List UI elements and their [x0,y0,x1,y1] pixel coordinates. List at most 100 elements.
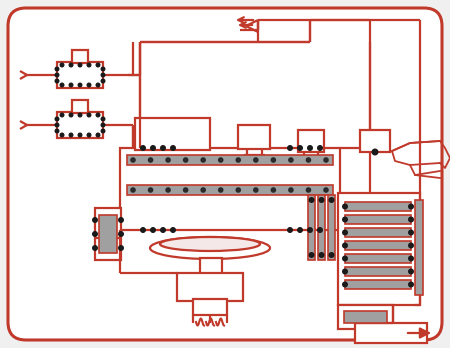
Circle shape [408,269,414,275]
Circle shape [59,133,64,137]
Circle shape [68,63,73,68]
Circle shape [95,82,100,87]
Circle shape [130,157,136,163]
Bar [57,62,103,88]
Circle shape [160,145,166,151]
Circle shape [253,157,259,163]
Circle shape [342,255,348,261]
Circle shape [118,217,124,223]
Circle shape [235,157,241,163]
Circle shape [100,79,105,84]
Circle shape [408,204,414,209]
Circle shape [68,82,73,87]
Circle shape [408,282,414,287]
Circle shape [170,145,176,151]
Bar [193,299,227,315]
Circle shape [86,112,91,118]
Bar [345,228,411,237]
Circle shape [342,282,348,287]
Bar [127,155,333,165]
Bar [355,323,427,343]
Circle shape [54,72,59,78]
Bar [345,254,411,263]
Circle shape [150,227,156,233]
Circle shape [54,79,59,84]
Bar [345,267,411,276]
Ellipse shape [150,237,270,259]
Bar [72,100,88,113]
Circle shape [150,145,156,151]
Circle shape [342,243,348,248]
Circle shape [200,187,206,193]
Bar [238,125,270,149]
Circle shape [342,216,348,222]
Bar [99,215,117,253]
Bar [344,311,387,323]
Circle shape [100,117,105,121]
Bar [72,50,88,63]
Circle shape [68,133,73,137]
Circle shape [408,255,414,261]
Circle shape [54,122,59,127]
FancyBboxPatch shape [8,8,442,340]
Circle shape [92,245,98,251]
Circle shape [59,63,64,68]
Circle shape [319,252,324,258]
Circle shape [218,187,224,193]
Circle shape [235,187,241,193]
Circle shape [95,112,100,118]
Bar [318,195,325,260]
Circle shape [86,63,91,68]
Circle shape [140,145,146,151]
Circle shape [77,112,82,118]
Circle shape [218,157,224,163]
Circle shape [183,187,189,193]
Circle shape [165,187,171,193]
Circle shape [317,227,323,233]
Circle shape [408,216,414,222]
Circle shape [288,157,294,163]
Circle shape [309,252,315,258]
Circle shape [100,66,105,71]
Circle shape [297,227,303,233]
Bar [135,118,210,150]
Circle shape [287,145,293,151]
Circle shape [100,72,105,78]
Bar [298,130,324,152]
Circle shape [59,82,64,87]
Circle shape [307,227,313,233]
Circle shape [253,187,259,193]
Bar [200,258,222,276]
Bar [120,148,340,230]
Circle shape [170,227,176,233]
Circle shape [86,82,91,87]
Bar [308,195,315,260]
Circle shape [408,229,414,236]
Circle shape [323,157,329,163]
Circle shape [342,269,348,275]
Circle shape [306,157,311,163]
Circle shape [100,128,105,134]
Circle shape [408,243,414,248]
Circle shape [148,157,153,163]
Circle shape [342,229,348,236]
Circle shape [270,157,276,163]
Bar [345,202,411,211]
Bar [338,193,420,305]
Circle shape [328,252,334,258]
Circle shape [92,217,98,223]
Circle shape [160,227,166,233]
Circle shape [306,187,311,193]
Circle shape [118,245,124,251]
Circle shape [77,63,82,68]
Circle shape [372,149,378,156]
Circle shape [309,197,315,203]
Circle shape [317,145,323,151]
Circle shape [270,187,276,193]
Circle shape [140,227,146,233]
Bar [127,185,333,195]
Bar [360,130,390,152]
Circle shape [77,133,82,137]
Circle shape [307,145,313,151]
Circle shape [288,187,294,193]
